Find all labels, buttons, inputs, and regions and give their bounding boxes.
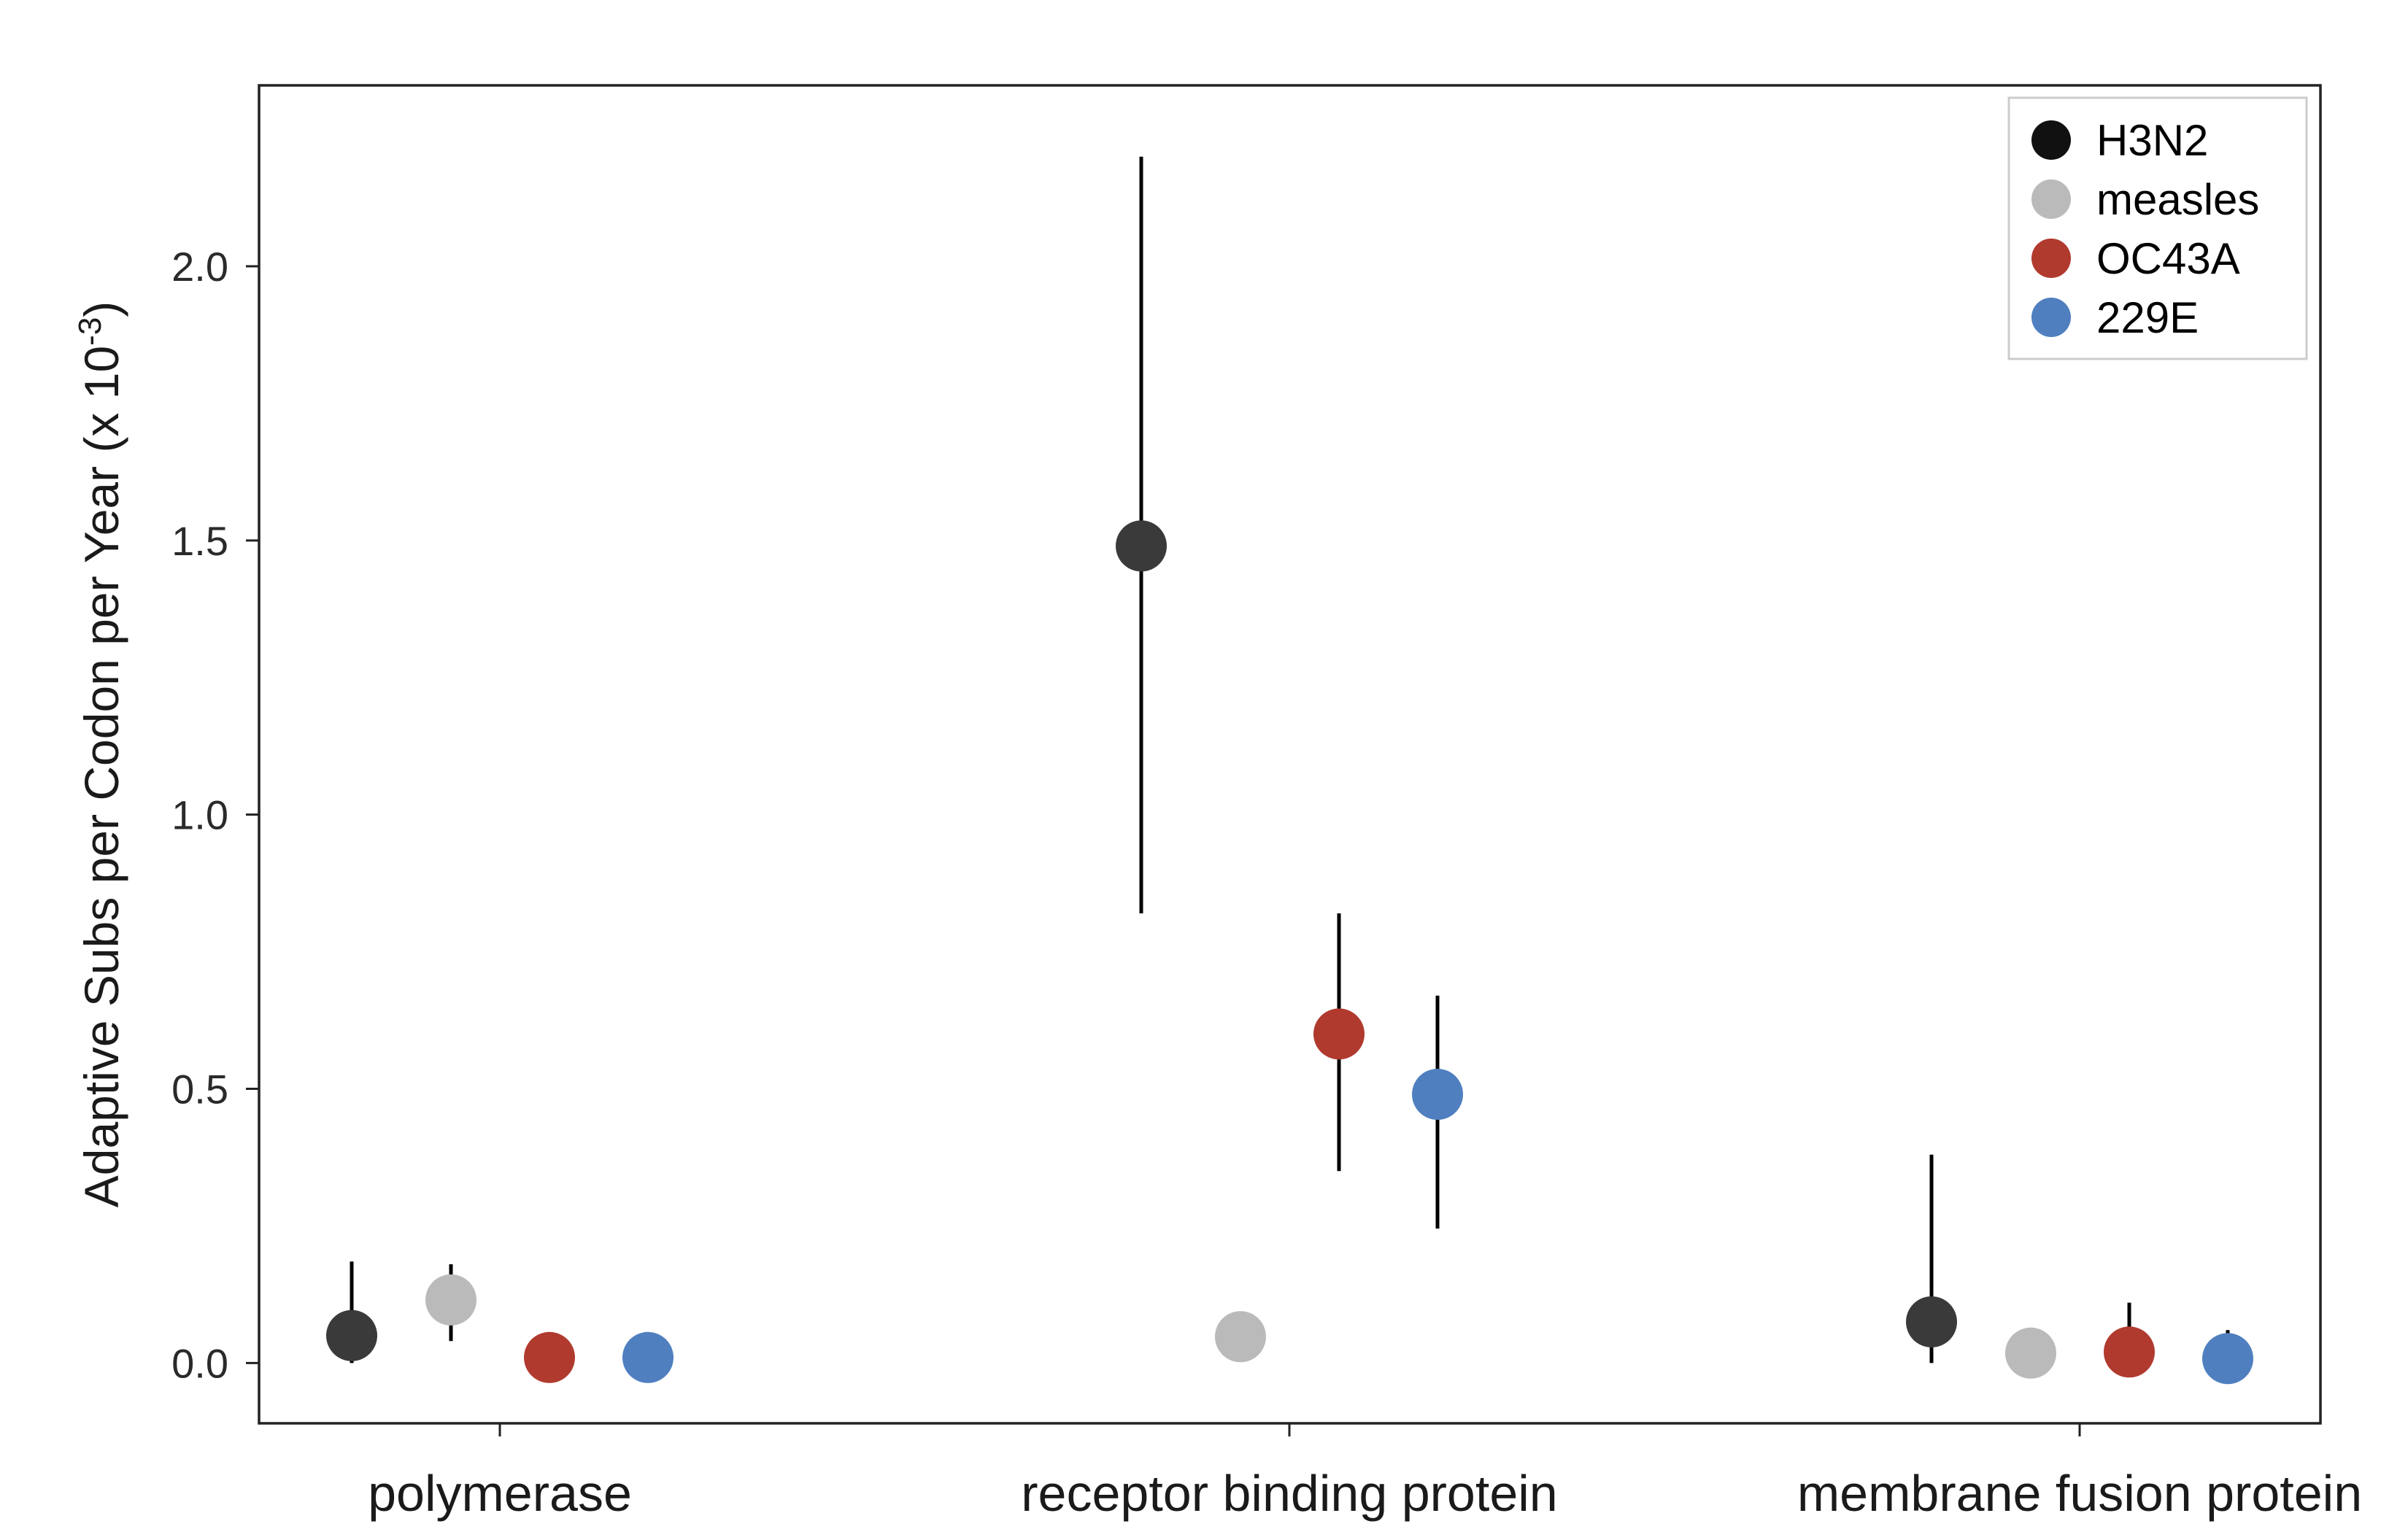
point-229E-2: [2202, 1333, 2253, 1385]
x-axis-ticks: polymerase receptor binding protein membra…: [368, 1423, 2362, 1522]
point-measles-2: [2005, 1327, 2056, 1379]
legend-label-229E: 229E: [2096, 293, 2199, 342]
legend-marker-H3N2: [2031, 120, 2071, 160]
x-tick-label-0: polymerase: [368, 1465, 632, 1522]
y-tick-label-4: 2.0: [171, 244, 228, 290]
y-axis-label-end: ): [74, 301, 128, 317]
legend-items: H3N2 measles OC43A 229E: [2031, 116, 2259, 342]
point-measles-1: [1215, 1311, 1266, 1363]
x-tick-label-1: receptor binding protein: [1021, 1465, 1557, 1522]
legend: H3N2 measles OC43A 229E: [2007, 96, 2308, 360]
y-tick-label-1: 0.5: [171, 1067, 228, 1113]
point-H3N2-0: [326, 1309, 377, 1361]
legend-label-measles: measles: [2096, 175, 2259, 224]
y-axis-label-main: Adaptive Subs per Codon per Year (x 10: [74, 346, 128, 1207]
point-measles-0: [425, 1274, 476, 1326]
y-tick-label-2: 1.0: [171, 792, 228, 838]
point-OC43A-0: [524, 1331, 575, 1383]
point-OC43A-2: [2104, 1326, 2155, 1378]
error-bars: [350, 156, 2230, 1363]
legend-label-H3N2: H3N2: [2096, 116, 2208, 165]
legend-marker-OC43A: [2031, 239, 2071, 278]
point-OC43A-1: [1313, 1008, 1365, 1060]
legend-label-OC43A: OC43A: [2096, 234, 2240, 283]
y-axis-label: Adaptive Subs per Codon per Year (x 10-3…: [72, 301, 129, 1208]
point-229E-1: [1412, 1069, 1463, 1121]
data-points: [326, 520, 2253, 1385]
point-H3N2-1: [1116, 520, 1167, 572]
point-H3N2-2: [1906, 1296, 1957, 1347]
y-axis-ticks: 0.0 0.5 1.0 1.5 2.0: [171, 244, 259, 1386]
legend-marker-229E: [2031, 298, 2071, 337]
legend-marker-measles: [2031, 179, 2071, 219]
y-tick-label-0: 0.0: [171, 1340, 228, 1386]
y-tick-label-3: 1.5: [171, 518, 228, 564]
point-229E-0: [622, 1331, 674, 1383]
x-tick-label-2: membrane fusion protein: [1797, 1465, 2362, 1522]
y-axis-label-superscript: -3: [72, 317, 108, 346]
